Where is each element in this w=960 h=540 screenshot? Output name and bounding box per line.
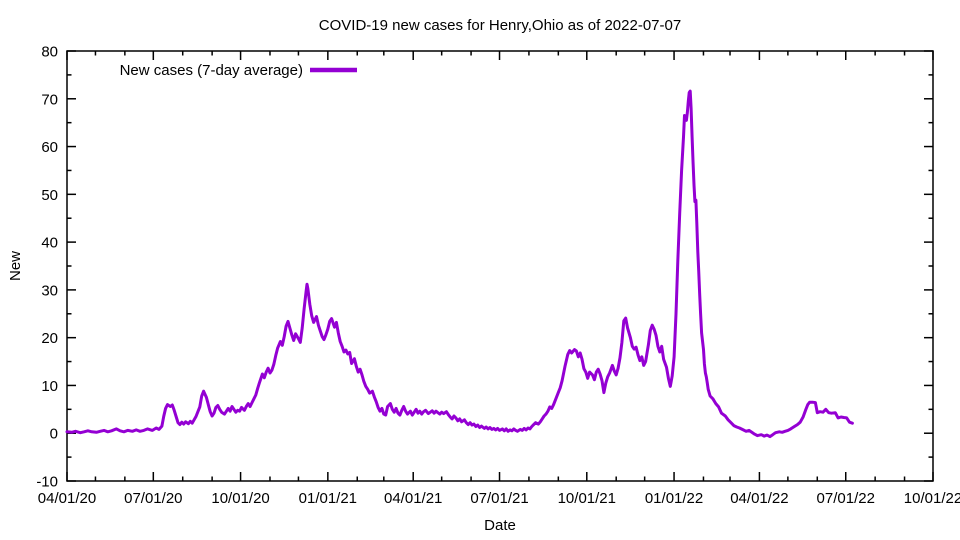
y-tick-label: -10 [36,474,58,491]
legend-label: New cases (7-day average) [120,62,303,79]
y-tick-label: 40 [41,235,58,252]
x-tick-label: 07/01/22 [817,490,875,507]
x-axis-label: Date [484,517,516,534]
y-tick-label: 10 [41,378,58,395]
y-tick-label: 50 [41,187,58,204]
y-tick-label: 70 [41,91,58,108]
y-tick-label: 0 [50,426,58,443]
chart-title: COVID-19 new cases for Henry,Ohio as of … [319,17,681,34]
x-tick-label: 01/01/21 [299,490,357,507]
x-tick-label: 10/01/21 [558,490,616,507]
y-axis-label: New [7,251,24,281]
data-line-new-cases [65,89,854,439]
x-tick-label: 04/01/21 [384,490,442,507]
y-tick-label: 60 [41,139,58,156]
y-tick-label: 20 [41,330,58,347]
x-tick-label: 10/01/22 [904,490,960,507]
x-tick-label: 04/01/22 [730,490,788,507]
plot-area: 04/01/20 07/01/20 10/01/20 01/01/21 04/01/21… [36,44,960,508]
y-tick-label: 80 [41,44,58,61]
x-tick-label: 07/01/20 [124,490,182,507]
x-tick-label: 10/01/20 [211,490,269,507]
legend: New cases (7-day average) [120,62,357,79]
x-tick-label: 07/01/21 [470,490,528,507]
x-tick-label: 04/01/20 [38,490,96,507]
x-tick-label: 01/01/22 [645,490,703,507]
y-tick-label: 30 [41,282,58,299]
